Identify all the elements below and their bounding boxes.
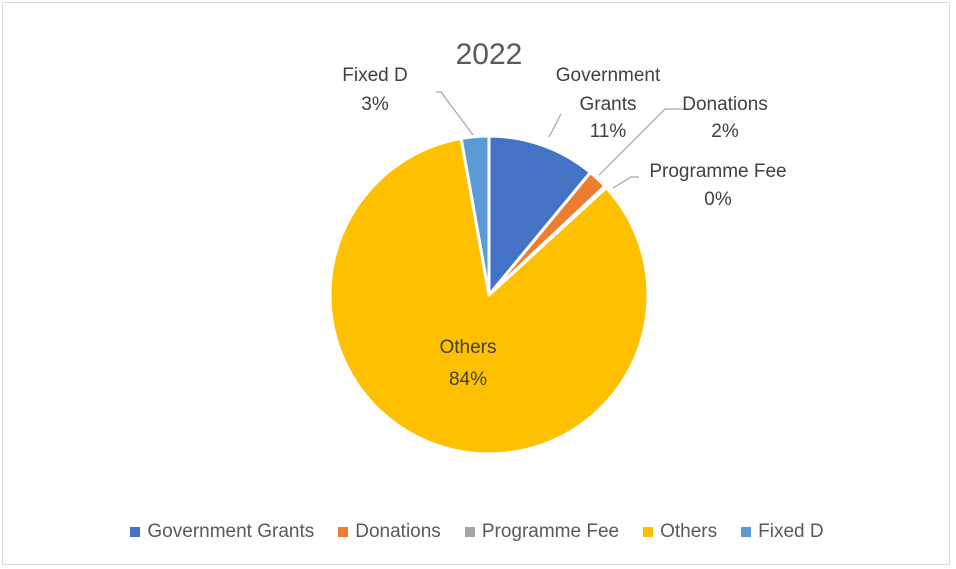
legend-item-programme-fee[interactable]: Programme Fee xyxy=(464,521,620,543)
legend-item-others[interactable]: Others xyxy=(643,521,717,543)
data-label-value-donations: 2% xyxy=(711,121,739,142)
legend-item-donations[interactable]: Donations xyxy=(338,521,441,543)
data-label-name-programme-fee: Programme Fee xyxy=(649,161,786,182)
legend-swatch xyxy=(130,527,141,537)
data-label-value-fixed-d: 3% xyxy=(361,94,389,115)
data-label-name-government-grants: Grants xyxy=(579,94,636,115)
legend-swatch xyxy=(741,527,752,537)
legend-swatch xyxy=(338,527,349,537)
pie-slice-fixed-d[interactable] xyxy=(459,134,491,297)
pie-slice-government-grants[interactable] xyxy=(487,134,592,297)
legend-label: Programme Fee xyxy=(481,521,620,542)
data-label-value-programme-fee: 0% xyxy=(704,189,732,210)
leader-line-donations xyxy=(598,108,685,176)
data-label-name-others: Others xyxy=(439,337,496,358)
chart-title: 2022 xyxy=(456,38,523,71)
chart-legend: Government Grants Donations Programme Fe… xyxy=(3,521,951,543)
data-label-name-donations: Donations xyxy=(682,94,768,115)
leader-line-fixed-d xyxy=(436,91,474,136)
leader-line-government-grants xyxy=(548,113,562,138)
legend-item-government-grants[interactable]: Government Grants xyxy=(130,521,314,543)
data-label-value-others: 84% xyxy=(449,369,487,390)
pie-chart: 2022 Government Grants 11% Donations 2% Progr… xyxy=(328,38,787,456)
legend-label: Fixed D xyxy=(758,521,824,542)
legend-item-fixed-d[interactable]: Fixed D xyxy=(741,521,824,543)
legend-label: Donations xyxy=(355,521,441,542)
data-label-name-fixed-d: Fixed D xyxy=(342,65,407,86)
legend-swatch xyxy=(464,527,475,537)
leader-line-programme-fee xyxy=(612,176,639,189)
data-label-name-government-grants: Government xyxy=(556,65,661,86)
legend-label: Government Grants xyxy=(147,521,315,542)
legend-label: Others xyxy=(660,521,718,542)
data-label-value-government-grants: 11% xyxy=(590,121,627,142)
legend-swatch xyxy=(643,527,654,537)
